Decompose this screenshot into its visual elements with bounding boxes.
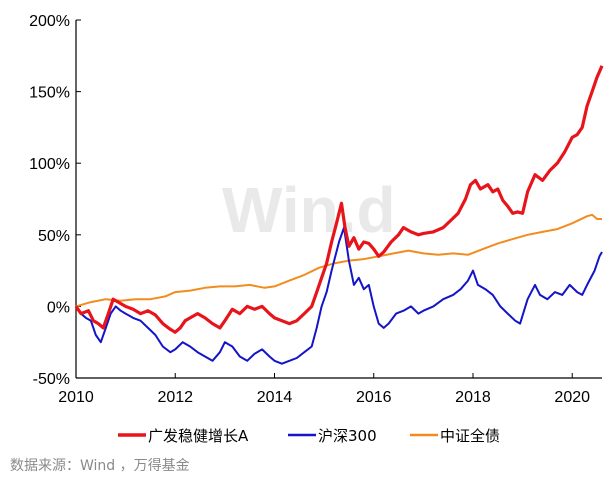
x-tick-label: 2016 (356, 389, 392, 406)
series-line-1 (75, 226, 603, 365)
watermark: Win.d (222, 174, 396, 246)
y-tick-label: 150% (29, 85, 70, 102)
y-tick-label: 200% (29, 13, 70, 30)
y-tick-label: 50% (38, 228, 70, 245)
y-tick-label: 0% (47, 299, 70, 316)
y-tick-label: -50% (33, 371, 70, 388)
legend: 广发稳健增长A 沪深300 中证全债 (118, 427, 500, 445)
source-note: 数据来源：Wind ，万得基金 (10, 458, 190, 474)
legend-label-1: 沪深300 (318, 427, 377, 445)
x-tick-label: 2012 (157, 389, 193, 406)
y-tick-label: 100% (29, 156, 70, 173)
x-tick-label: 2020 (554, 389, 590, 406)
x-tick-label: 2014 (257, 389, 293, 406)
axes: 200% 150% 100% 50% 0% -50%2010 2012 2014 2016 201… (29, 13, 602, 406)
legend-label-2: 中证全债 (440, 427, 500, 445)
x-tick-label: 2010 (58, 389, 94, 406)
series-line-0 (74, 65, 604, 334)
legend-label-0: 广发稳健增长A (148, 427, 249, 445)
x-tick-label: 2018 (455, 389, 491, 406)
series-layer (74, 65, 604, 365)
